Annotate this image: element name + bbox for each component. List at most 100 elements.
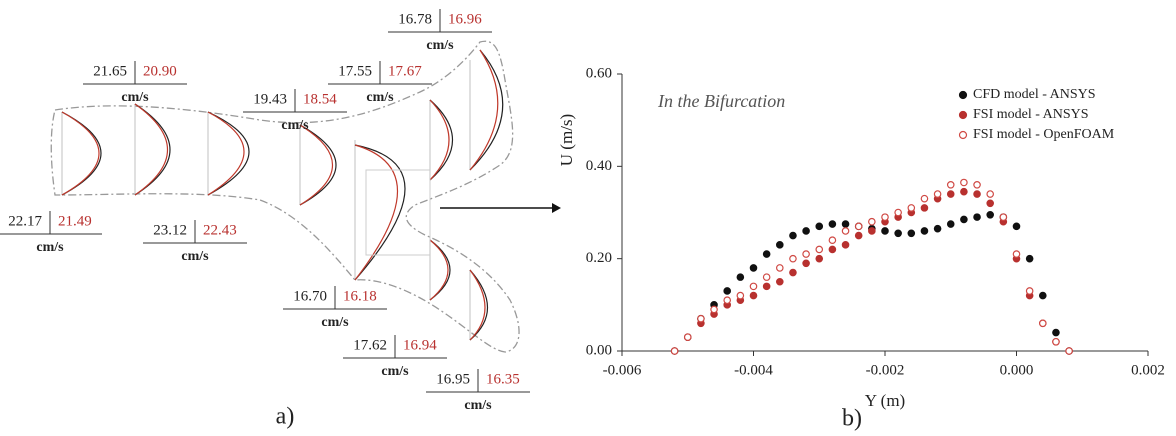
arrow-head bbox=[552, 203, 561, 213]
label-red: 20.90 bbox=[143, 63, 177, 79]
point bbox=[986, 211, 995, 219]
point bbox=[973, 213, 981, 221]
point bbox=[881, 227, 889, 235]
point bbox=[986, 190, 995, 198]
point bbox=[762, 273, 771, 281]
point bbox=[802, 259, 810, 268]
point bbox=[802, 250, 810, 258]
y-tick-label: 0.20 bbox=[586, 250, 612, 266]
profiles bbox=[61, 49, 504, 341]
point bbox=[999, 213, 1008, 221]
point bbox=[815, 254, 824, 263]
point bbox=[775, 277, 784, 286]
point bbox=[815, 245, 824, 254]
label-black: 16.95 bbox=[436, 371, 470, 387]
point bbox=[775, 241, 784, 249]
y-tick-label: 0.40 bbox=[586, 158, 612, 174]
point bbox=[907, 204, 916, 212]
point bbox=[841, 227, 850, 235]
caption-a: a) bbox=[276, 404, 295, 430]
label-unit: cm/s bbox=[36, 240, 64, 255]
point bbox=[946, 181, 955, 189]
point bbox=[828, 245, 837, 254]
point bbox=[907, 229, 916, 238]
label-black: 16.78 bbox=[398, 11, 432, 27]
legend-label: CFD model - ANSYS bbox=[973, 87, 1096, 102]
legend-label: FSI model - ANSYS bbox=[973, 107, 1089, 122]
label-red: 17.67 bbox=[388, 63, 422, 79]
label-black: 21.65 bbox=[93, 63, 127, 79]
x-tick-label: -0.006 bbox=[603, 362, 642, 378]
point bbox=[828, 236, 837, 245]
point bbox=[749, 264, 758, 272]
point bbox=[986, 199, 995, 208]
x-tick-label: -0.002 bbox=[866, 362, 905, 378]
point bbox=[1025, 287, 1034, 295]
y-tick-label: 0.60 bbox=[586, 65, 612, 81]
point bbox=[762, 250, 771, 258]
point bbox=[828, 220, 837, 228]
label-red: 16.94 bbox=[403, 337, 437, 353]
annotation: In the Bifurcation bbox=[657, 91, 785, 111]
point bbox=[723, 296, 732, 305]
point bbox=[933, 224, 942, 233]
point bbox=[1012, 250, 1021, 258]
point bbox=[960, 178, 968, 187]
label-unit: cm/s bbox=[321, 315, 349, 330]
label-unit: cm/s bbox=[464, 398, 492, 413]
x-tick-label: -0.004 bbox=[734, 362, 773, 378]
point bbox=[946, 220, 955, 228]
point bbox=[749, 291, 758, 300]
x-tick-label: 0.000 bbox=[1000, 362, 1034, 378]
label-red: 18.54 bbox=[303, 91, 337, 107]
point bbox=[749, 282, 758, 291]
label-unit: cm/s bbox=[281, 118, 309, 133]
label-red: 16.35 bbox=[486, 371, 520, 387]
point bbox=[841, 220, 850, 228]
point bbox=[960, 215, 968, 224]
label-unit: cm/s bbox=[381, 364, 409, 379]
label-black: 23.12 bbox=[153, 222, 187, 238]
label-black: 22.17 bbox=[8, 213, 42, 229]
y-axis-label: U (m/s) bbox=[557, 114, 576, 166]
point bbox=[920, 227, 929, 235]
label-red: 21.49 bbox=[58, 213, 92, 229]
caption-b: b) bbox=[842, 406, 862, 432]
legend-marker bbox=[958, 90, 968, 100]
label-red: 16.96 bbox=[448, 11, 482, 27]
label-black: 16.70 bbox=[293, 288, 327, 304]
point bbox=[789, 231, 797, 240]
point bbox=[946, 190, 955, 198]
point bbox=[960, 187, 968, 196]
x-tick-label: 0.002 bbox=[1131, 362, 1165, 378]
point bbox=[670, 347, 679, 355]
point bbox=[1052, 328, 1060, 337]
point bbox=[789, 268, 797, 277]
label-unit: cm/s bbox=[121, 90, 149, 105]
label-red: 22.43 bbox=[203, 222, 237, 238]
point bbox=[815, 222, 824, 231]
point bbox=[789, 254, 797, 263]
legend-marker bbox=[958, 110, 968, 120]
label-black: 19.43 bbox=[253, 91, 287, 107]
label-black: 17.55 bbox=[338, 63, 372, 79]
legend-label: FSI model - OpenFOAM bbox=[973, 127, 1115, 142]
x-axis-label: Y (m) bbox=[865, 391, 905, 410]
point bbox=[683, 333, 692, 341]
point bbox=[736, 273, 745, 281]
point bbox=[894, 208, 902, 217]
point bbox=[1025, 254, 1034, 263]
y-tick-label: 0.00 bbox=[586, 342, 612, 358]
point bbox=[933, 190, 942, 198]
label-unit: cm/s bbox=[181, 249, 209, 264]
point bbox=[868, 227, 876, 235]
vessel bbox=[50, 40, 520, 353]
label-red: 16.18 bbox=[343, 288, 377, 304]
point bbox=[1039, 291, 1047, 300]
point bbox=[1065, 347, 1073, 355]
point bbox=[920, 204, 929, 212]
point bbox=[881, 213, 889, 221]
point bbox=[920, 194, 929, 203]
label-black: 17.62 bbox=[353, 337, 387, 353]
